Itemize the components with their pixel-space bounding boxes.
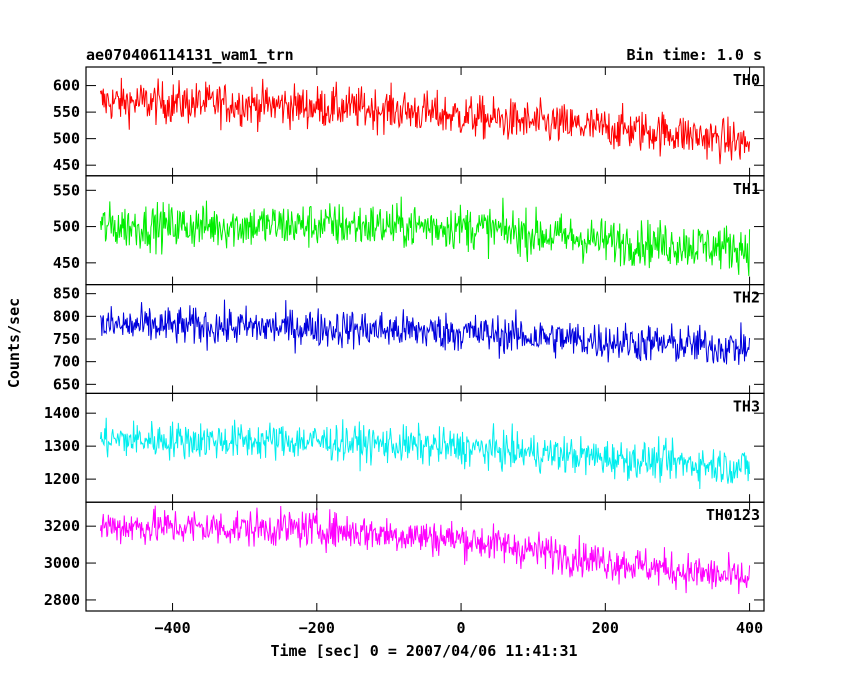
y-tick-label: 850	[53, 285, 80, 303]
panel-frame-th0123	[85, 501, 765, 612]
panel-label-th1: TH1	[733, 180, 760, 198]
y-tick-label: 550	[53, 103, 80, 121]
panels-group: 450 500 550 600 TH0 450 500 550 TH1 650 700 750 800 8…	[44, 66, 765, 637]
y-tick-label: 600	[53, 77, 80, 95]
y-tick-label: 500	[53, 218, 80, 236]
panel-label-th3: TH3	[733, 397, 760, 415]
chart-title: ae070406114131_wam1_trn	[86, 46, 294, 64]
series-line-th0	[99, 77, 751, 165]
series-line-th1	[99, 196, 751, 277]
panel-frame-th2	[85, 284, 765, 395]
bin-time-label: Bin time: 1.0 s	[627, 46, 762, 64]
series-line-th0123	[99, 505, 751, 595]
y-tick-label: 550	[53, 181, 80, 199]
y-tick-label: 700	[53, 353, 80, 371]
series-line-th2	[99, 299, 751, 365]
x-tick-label: 400	[736, 619, 763, 637]
y-tick-label: 1200	[44, 470, 80, 488]
y-tick-label: 750	[53, 330, 80, 348]
x-tick-label: 200	[592, 619, 619, 637]
x-tick-label: −200	[299, 619, 335, 637]
y-tick-label: 650	[53, 375, 80, 393]
panel-label-th0: TH0	[733, 71, 760, 89]
y-axis-label: Counts/sec	[5, 298, 23, 388]
x-tick-label: 0	[457, 619, 466, 637]
panel-label-th0123: TH0123	[706, 506, 760, 524]
y-tick-label: 450	[53, 254, 80, 272]
y-tick-label: 3200	[44, 517, 80, 535]
y-tick-label: 1400	[44, 404, 80, 422]
y-tick-label: 450	[53, 156, 80, 174]
panel-frame-th3	[85, 392, 765, 503]
x-tick-label: −400	[154, 619, 190, 637]
y-tick-label: 1300	[44, 437, 80, 455]
y-tick-label: 800	[53, 307, 80, 325]
x-axis-label: Time [sec] 0 = 2007/04/06 11:41:31	[270, 642, 577, 660]
panel-label-th2: TH2	[733, 289, 760, 307]
y-tick-label: 2800	[44, 591, 80, 609]
y-tick-label: 3000	[44, 554, 80, 572]
series-line-th3	[99, 417, 751, 490]
y-tick-label: 500	[53, 130, 80, 148]
